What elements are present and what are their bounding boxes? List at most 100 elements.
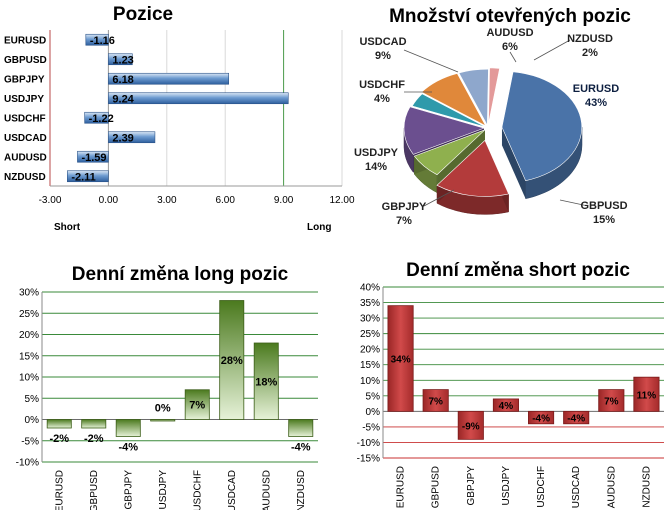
position-value-label: 9.24: [112, 93, 134, 105]
position-bar-gbpjpy: [108, 72, 230, 85]
position-bar-usdjpy: [108, 92, 289, 105]
p3-category-label: GBPJPY: [123, 470, 134, 510]
p4-bar-gbpusd: [422, 389, 449, 412]
p4-y-tick-label: 25%: [360, 329, 380, 340]
position-value-label: 1.23: [112, 54, 133, 66]
p3-bar-nzdusd: [288, 419, 314, 437]
pie-label-name: USDJPY: [354, 147, 399, 159]
p4-category-label: USDCAD: [571, 466, 582, 508]
pie-slice-usdchf: [411, 93, 487, 128]
position-category-label: NZDUSD: [4, 172, 46, 183]
p4-y-tick-label: 30%: [360, 314, 380, 325]
p4-y-tick-label: 5%: [366, 391, 381, 402]
position-value-label: 2.39: [112, 132, 133, 144]
pie-label-value: 7%: [396, 215, 412, 227]
p3-bar-gbpusd: [81, 419, 107, 429]
pie-label-value: 6%: [502, 41, 518, 53]
pie-label-name: AUDUSD: [486, 27, 533, 39]
p3-category-label: GBPUSD: [89, 470, 100, 510]
position-category-label: USDCAD: [4, 133, 47, 144]
pie-leader-line: [533, 39, 571, 61]
p4-bar-nzdusd: [633, 376, 660, 412]
pie-slice-eurusd: [501, 71, 583, 182]
position-value-label: -1.16: [90, 35, 115, 47]
positions-chart: Pozice EURUSD GBPUSD GBPJPY USDJPY USDCHF USD…: [4, 4, 355, 233]
p4-bar-audusd: [598, 389, 625, 412]
p3-y-tick-label: 30%: [19, 288, 39, 299]
p3-y-tick-label: 5%: [25, 394, 40, 405]
pie-slice-gbpusd: [436, 139, 510, 197]
open-positions-pie: Množství otevřených pozic EURUSD 43% GBPUS…: [354, 6, 631, 227]
positions-x-tick-label: 9.00: [274, 195, 294, 206]
p3-category-label: USDCAD: [227, 470, 238, 510]
position-value-label: 6.18: [112, 74, 133, 86]
pie-label-value: 9%: [375, 50, 391, 62]
pie-label-value: 4%: [374, 93, 390, 105]
short-axis-label: Short: [54, 222, 81, 233]
long-change-chart: Denní změna long pozic -2% -2% -4% 0% 7% 28% 1…: [16, 264, 318, 510]
pie-slice-gbpjpy: [413, 129, 486, 176]
pie-slice-usdjpy: [403, 106, 485, 155]
p4-value-label: 7%: [428, 397, 443, 408]
p3-y-tick-label: 20%: [19, 330, 39, 341]
position-category-label: GBPJPY: [4, 74, 45, 85]
p3-category-label: NZDUSD: [296, 470, 307, 510]
pie-label-name: GBPJPY: [382, 201, 427, 213]
pie-slice-audusd: [458, 68, 489, 127]
pie-leader-line: [559, 199, 589, 207]
position-category-label: USDJPY: [4, 94, 44, 105]
p3-y-tick-label: -10%: [16, 458, 39, 469]
p3-y-tick-label: 25%: [19, 309, 39, 320]
short-chart-title: Denní změna short pozic: [406, 260, 630, 281]
p4-y-tick-label: 35%: [360, 298, 380, 309]
pie-leader-line: [509, 51, 517, 63]
p4-bar-usdcad: [563, 410, 590, 425]
pie-label-value: 2%: [582, 47, 598, 59]
p4-y-tick-label: 40%: [360, 283, 380, 294]
position-bar-usdchf: [84, 111, 109, 124]
p4-value-label: 34%: [391, 355, 411, 366]
p3-value-label: -4%: [118, 442, 138, 454]
pie-slice-nzdusd: [488, 67, 500, 124]
p4-value-label: -4%: [532, 414, 550, 425]
p3-bar-usdjpy: [150, 419, 176, 422]
position-value-label: -1.22: [89, 113, 114, 125]
p3-value-label: -2%: [49, 433, 69, 445]
p3-value-label: 28%: [221, 355, 243, 367]
p3-y-tick-label: 15%: [19, 351, 39, 362]
long-chart-title: Denní změna long pozic: [72, 264, 289, 285]
p4-bar-gbpjpy: [457, 410, 484, 440]
p4-value-label: 4%: [499, 401, 514, 412]
positions-chart-title: Pozice: [113, 4, 173, 25]
p3-value-label: 0%: [155, 403, 171, 415]
p3-y-tick-label: 10%: [19, 373, 39, 384]
p4-y-tick-label: 15%: [360, 360, 380, 371]
positions-x-tick-label: 0.00: [99, 195, 119, 206]
p4-plot-area: [383, 287, 664, 458]
p4-category-label: AUDUSD: [606, 466, 617, 508]
positions-x-tick-label: 12.00: [329, 195, 354, 206]
p4-y-tick-label: 20%: [360, 345, 380, 356]
p3-category-label: AUDUSD: [261, 470, 272, 510]
position-category-label: EURUSD: [4, 35, 46, 46]
position-category-label: USDCHF: [4, 113, 46, 124]
p3-category-label: USDJPY: [158, 470, 169, 510]
p3-bar-eurusd: [46, 419, 72, 429]
pie-label-name: NZDUSD: [567, 33, 613, 45]
p4-y-tick-label: -5%: [362, 422, 380, 433]
position-bar-nzdusd: [67, 170, 109, 183]
positions-x-tick-label: 3.00: [157, 195, 177, 206]
p4-y-tick-label: -15%: [357, 454, 380, 465]
p4-category-label: EURUSD: [396, 466, 407, 508]
p4-y-tick-label: -10%: [357, 438, 380, 449]
pie-label-value: 43%: [585, 97, 607, 109]
p3-bar-usdchf: [184, 389, 210, 420]
positions-x-tick-label: 6.00: [215, 195, 235, 206]
pie-slice-wall: [501, 127, 526, 199]
p4-category-label: GBPUSD: [431, 466, 442, 508]
pie-label-value: 14%: [365, 161, 387, 173]
position-category-label: AUDUSD: [4, 152, 47, 163]
p4-category-label: USDCHF: [536, 466, 547, 508]
position-bar-usdcad: [108, 131, 156, 144]
p3-value-label: 18%: [255, 376, 277, 388]
